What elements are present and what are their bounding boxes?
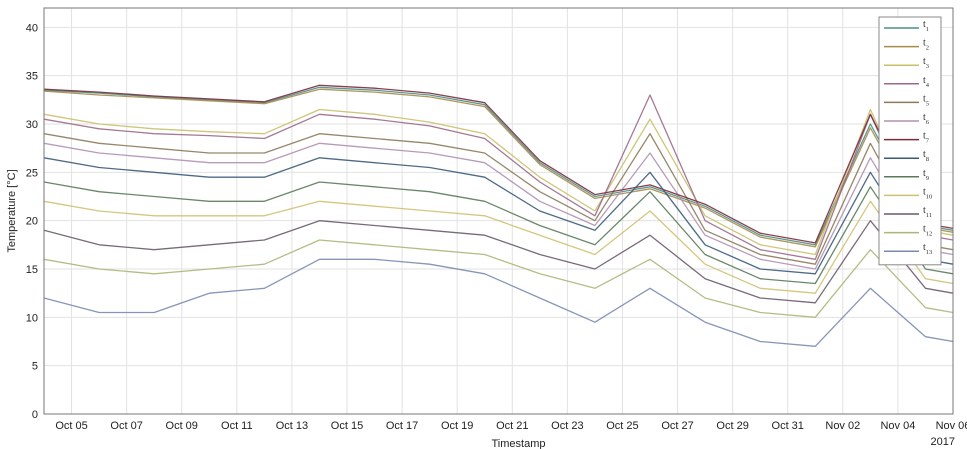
x-tick-label: Oct 31 [772,420,804,432]
legend-label-t5: t5 [923,93,929,107]
y-tick-labels: 0 5 10 15 20 25 30 35 40 [26,22,38,421]
x-tick-label: Nov 06 [936,420,967,432]
grid-lines [44,8,954,415]
x-tick-label: Oct 17 [386,420,418,432]
x-tick-label: Oct 07 [110,420,142,432]
x-tick-labels: Oct 05 Oct 07 Oct 09 Oct 11 Oct 13 Oct 15 Oct … [55,420,967,432]
x-tick-label: Oct 21 [496,420,528,432]
y-tick-label: 15 [26,264,38,276]
legend-label-t10: t10 [923,186,932,200]
year-label: 2017 [931,436,955,448]
y-tick-label: 10 [26,312,38,324]
legend-label-t1: t1 [923,19,929,33]
series-line-t2 [43,88,954,248]
series-line-t13 [43,258,954,347]
series-line-t5 [43,133,954,265]
legend-label-t2: t2 [923,38,929,52]
series-line-t11 [43,220,954,304]
series-line-t4 [43,94,954,260]
plot-frame [43,7,954,415]
legend: t1 t2 t3 t4 t5 t6 t7 t8 t9 t10 t11 t12 t13 [878,16,942,266]
x-tick-label: Oct 27 [661,420,693,432]
legend-label-t4: t4 [923,75,930,89]
x-tick-label: Oct 13 [276,420,308,432]
series-line-t3 [43,108,954,256]
y-axis-label: Temperature [°C] [6,169,18,252]
x-tick-label: Oct 23 [551,420,583,432]
y-tick-label: 35 [26,71,38,83]
x-tick-label: Nov 02 [825,420,860,432]
x-tick-label: Nov 04 [880,420,915,432]
x-tick-label: Oct 05 [55,420,87,432]
series-line-t6 [43,142,954,270]
series-line-t10 [43,200,954,294]
x-tick-label: Oct 15 [331,420,363,432]
x-tick-label: Oct 19 [441,420,473,432]
x-axis-label: Timestamp [492,438,546,449]
series-line-t7 [43,84,954,244]
series-line-t12 [43,239,954,318]
y-tick-label: 30 [26,119,38,131]
legend-label-t13: t13 [923,242,932,256]
series-line-t1 [43,86,954,246]
legend-label-t3: t3 [923,56,929,70]
x-tick-label: Oct 25 [606,420,638,432]
series-line-t9 [43,181,954,285]
y-tick-label: 20 [26,216,38,228]
legend-label-t6: t6 [923,112,930,126]
series-line-t8 [43,157,954,275]
legend-label-t11: t11 [923,205,932,219]
series-lines [43,84,954,347]
y-tick-label: 5 [32,361,38,373]
legend-label-t9: t9 [923,168,929,182]
legend-label-t7: t7 [923,131,930,145]
x-tick-label: Oct 29 [716,420,748,432]
x-tick-label: Oct 11 [221,420,253,432]
y-tick-label: 40 [26,22,38,34]
y-tick-label: 0 [32,409,38,421]
legend-label-t12: t12 [923,224,932,238]
x-tick-label: Oct 09 [166,420,198,432]
legend-label-t8: t8 [923,149,929,163]
y-tick-label: 25 [26,167,38,179]
legend-box [878,16,942,266]
